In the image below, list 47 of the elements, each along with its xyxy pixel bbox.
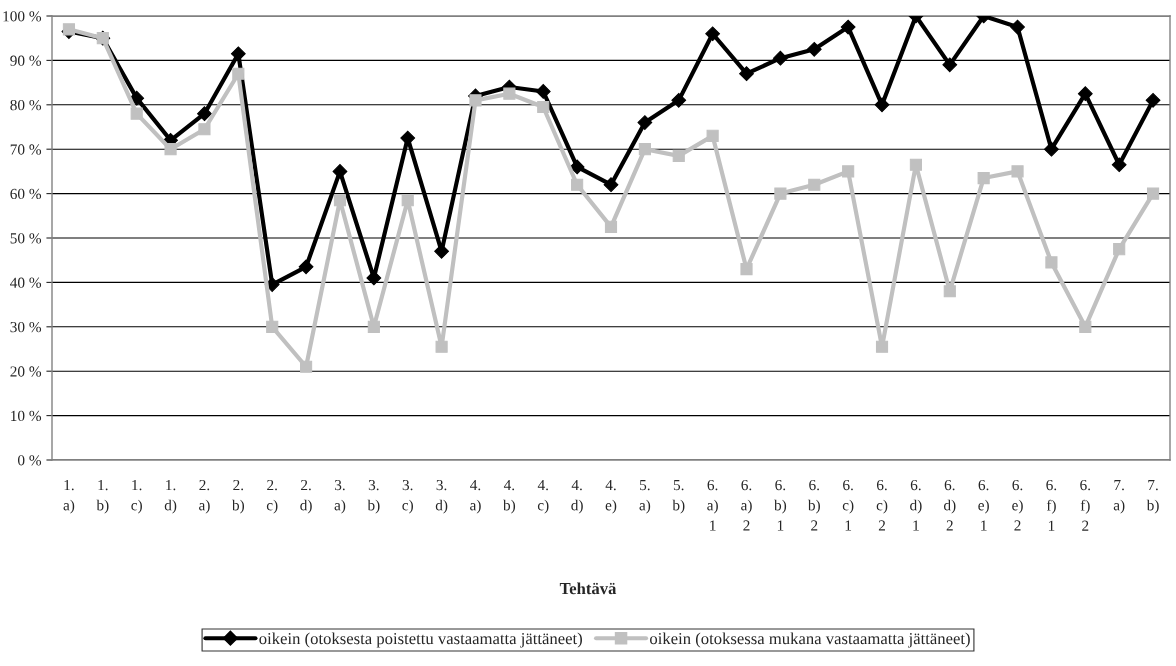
y-tick-label: 80 % (10, 99, 42, 111)
x-tick-label: 3. d) (435, 479, 448, 514)
legend-label: oikein (otoksessa mukana vastaamatta jättäneet) (650, 632, 970, 648)
y-tick-label: 50 % (10, 233, 42, 244)
x-tick-label: 1. b) (96, 479, 109, 514)
x-tick-label: 7. b) (1146, 480, 1159, 514)
y-tick-label: 60 % (10, 188, 42, 200)
x-tick-label: 6. d) 1 (910, 479, 922, 531)
x-tick-label: 2. c) (266, 479, 278, 514)
x-tick-label: 6. b) 1 (774, 479, 787, 531)
x-tick-label: 6. d) 2 (943, 479, 956, 531)
x-tick-label: 6. c) 1 (842, 479, 854, 531)
x-tick-label: 4. a) (470, 479, 481, 514)
x-tick-label: 3. b) (367, 479, 380, 514)
y-tick-label: 90 % (10, 55, 42, 66)
y-tick-label: 30 % (10, 321, 42, 333)
y-tick-label: 40 % (10, 277, 42, 288)
y-tick-label: 100 % (3, 11, 42, 22)
y-tick-label: 10 % (11, 410, 42, 422)
y-tick-label: 0 % (17, 455, 42, 466)
x-tick-label: 1. a) (63, 479, 75, 514)
x-tick-label: 6. a) 1 (707, 479, 718, 531)
x-tick-label: 3. c) (402, 479, 413, 514)
x-tick-label: 6. a) 2 (741, 479, 752, 531)
x-tick-label: 7. a) (1113, 480, 1125, 514)
y-tick-label: 70 % (10, 144, 42, 155)
x-tick-label: 1. d) (164, 479, 177, 514)
x-axis-title: Tehtävä (559, 582, 617, 595)
x-tick-label: 2. b) (231, 479, 245, 514)
x-tick-label: 1. c) (131, 479, 142, 514)
x-tick-label: 6. f) 1 (1046, 479, 1057, 531)
x-tick-label: 4. b) (503, 479, 516, 514)
x-tick-label: 6. e) 2 (1012, 479, 1023, 531)
legend-label: oikein (otoksesta poistettu vastaamatta jättäneet) (259, 632, 582, 648)
x-tick-label: 3. a) (334, 479, 346, 514)
x-tick-label: 6. b) 2 (807, 479, 820, 531)
x-tick-label: 4. c) (537, 479, 549, 514)
x-tick-label: 4. d) (571, 479, 583, 514)
y-tick-label: 20 % (10, 366, 42, 377)
x-tick-label: 5. a) (639, 480, 651, 514)
x-tick-label: 2. a) (199, 479, 210, 514)
x-tick-label: 5. b) (672, 480, 685, 514)
x-tick-label: 6. f) 2 (1080, 479, 1091, 531)
x-tick-label: 2. d) (300, 479, 312, 514)
x-tick-label: 6. e) 1 (978, 479, 989, 531)
x-tick-label: 6. c) 2 (876, 479, 888, 531)
x-tick-label: 4. e) (605, 479, 617, 514)
